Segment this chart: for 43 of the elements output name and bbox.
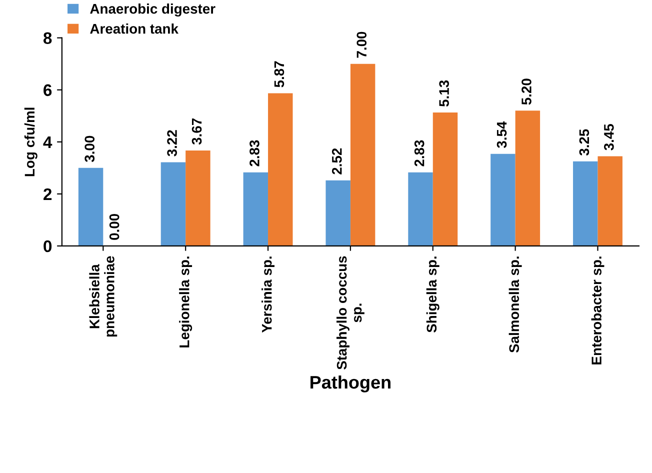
data-label: 2.83 <box>414 140 424 166</box>
x-tick-label: Klebsiella pneumoniae <box>89 256 118 337</box>
x-axis-title: Pathogen <box>310 375 390 392</box>
x-tick-label: Staphyllo coccus sp. <box>336 256 364 370</box>
legend-label: Areation tank <box>90 24 178 34</box>
x-tick-label: Enterobacter sp. <box>591 256 604 364</box>
bar <box>350 64 376 246</box>
data-label: 3.54 <box>496 121 507 148</box>
data-label: 5.20 <box>522 78 532 105</box>
data-label: 2.52 <box>332 148 342 174</box>
data-label: 3.25 <box>579 129 590 156</box>
bar <box>243 172 268 246</box>
x-tick-label: Salmonella sp. <box>508 256 522 353</box>
y-tick-label: 4 <box>43 136 52 148</box>
bar <box>432 112 458 246</box>
y-tick-label: 0 <box>44 240 52 252</box>
bar <box>326 180 350 246</box>
data-label: 3.22 <box>167 130 177 156</box>
data-label: 3.00 <box>84 136 95 162</box>
data-label: 7.00 <box>356 32 367 58</box>
data-label: 2.83 <box>250 140 260 166</box>
bar <box>160 162 186 246</box>
data-label: 5.13 <box>439 80 449 107</box>
x-tick-label: Yersinia sp. <box>262 256 274 333</box>
y-axis-title: Log cfu/ml <box>24 108 38 176</box>
bar <box>78 168 104 246</box>
bar <box>598 156 622 246</box>
data-label: 3.45 <box>604 124 614 150</box>
y-tick-label: 8 <box>43 32 52 44</box>
x-tick-label: Shigella sp. <box>426 256 440 332</box>
bar <box>186 150 210 246</box>
bar <box>408 172 433 246</box>
data-label: 0.00 <box>109 214 120 240</box>
bar <box>515 110 540 246</box>
x-tick-label: Legionella sp. <box>179 256 192 348</box>
bar <box>573 161 598 246</box>
y-tick-label: 2 <box>44 188 52 200</box>
data-label: 5.87 <box>274 61 284 88</box>
bar <box>490 154 516 246</box>
y-tick-label: 6 <box>44 84 52 96</box>
data-label: 3.67 <box>192 118 202 145</box>
legend-label: Anaerobic digester <box>90 4 216 17</box>
bar <box>268 93 293 246</box>
